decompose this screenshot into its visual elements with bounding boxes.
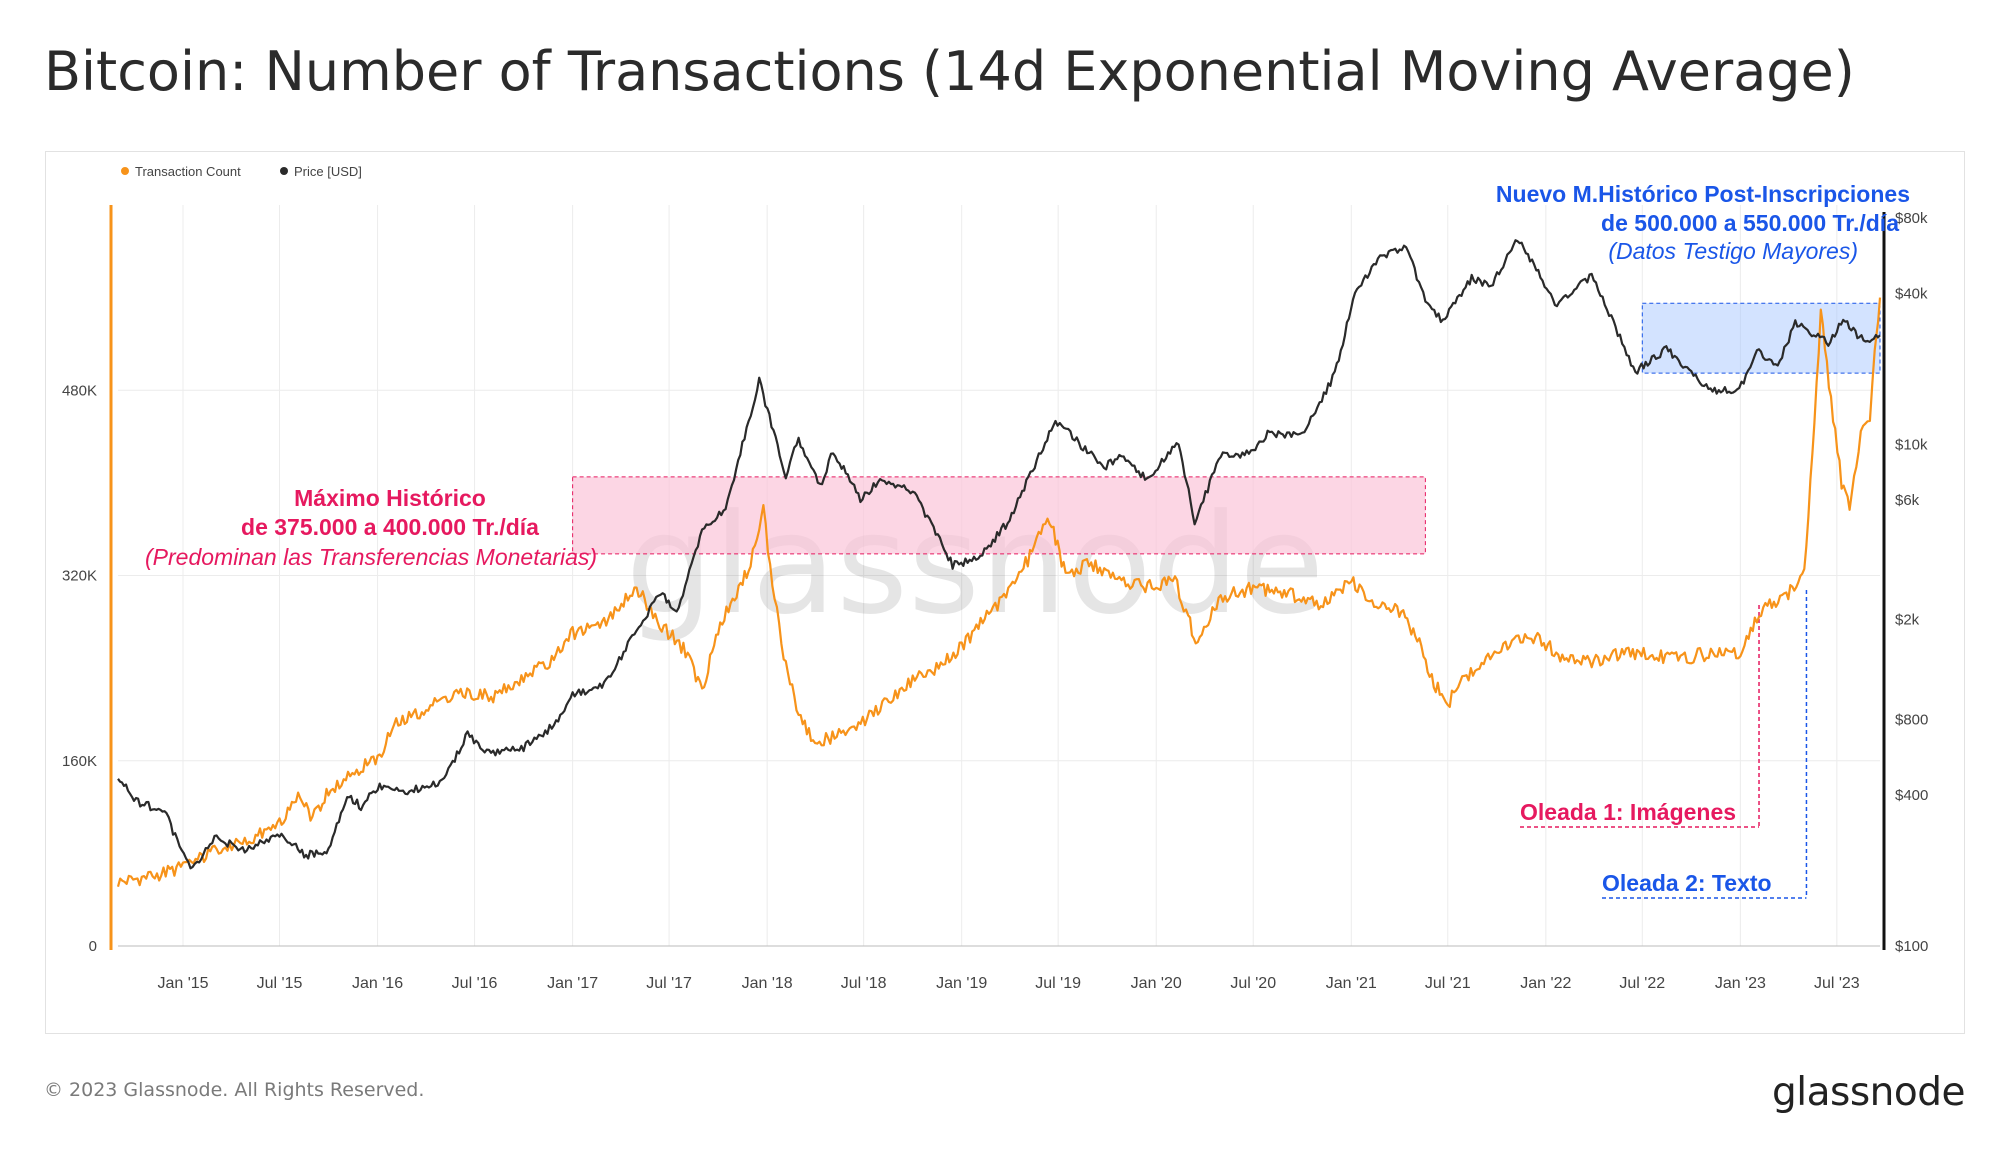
x-tick-label: Jan '22 (1520, 975, 1571, 992)
left-tick-label: 160K (62, 753, 97, 770)
x-tick-label: Jul '15 (257, 975, 303, 992)
x-tick-label: Jan '19 (936, 975, 987, 992)
right-tick-label: $400 (1895, 787, 1928, 804)
right-tick-label: $6k (1895, 492, 1920, 509)
x-tick-label: Jul '21 (1425, 975, 1471, 992)
right-tick-label: $80k (1895, 210, 1928, 227)
x-tick-label: Jul '17 (646, 975, 692, 992)
series-line-price (117, 239, 1881, 870)
right-tick-label: $40k (1895, 285, 1928, 302)
legend: Transaction Count Price [USD] (121, 164, 362, 179)
wave1-label: Oleada 1: Imágenes (1520, 799, 1737, 825)
ath-new-title: Nuevo M.Histórico Post-Inscripciones (1495, 181, 1910, 207)
ath-old-band (572, 476, 1426, 555)
right-tick-label: $800 (1895, 711, 1928, 728)
x-tick-label: Jul '22 (1619, 975, 1665, 992)
copyright-footer: © 2023 Glassnode. All Rights Reserved. (44, 1079, 425, 1101)
x-tick-label: Jul '23 (1814, 975, 1860, 992)
right-tick-label: $100 (1895, 938, 1928, 955)
legend-swatch-price (280, 167, 288, 175)
x-tick-label: Jan '20 (1131, 975, 1182, 992)
left-tick-label: 480K (62, 382, 97, 399)
x-tick-label: Jan '17 (547, 975, 598, 992)
ath-new-band (1641, 302, 1881, 374)
ath-new-range: de 500.000 a 550.000 Tr./día (1601, 210, 1899, 236)
legend-label-price[interactable]: Price [USD] (294, 164, 362, 179)
right-tick-label: $10k (1895, 436, 1928, 453)
wave2-label: Oleada 2: Texto (1602, 870, 1772, 896)
x-tick-label: Jan '15 (157, 975, 208, 992)
page-title: Bitcoin: Number of Transactions (14d Exp… (44, 40, 1855, 103)
legend-label-transactions[interactable]: Transaction Count (135, 164, 241, 179)
x-tick-label: Jul '20 (1230, 975, 1276, 992)
glassnode-logo[interactable]: glassnode (1772, 1070, 1965, 1115)
ath-old-title: Máximo Histórico (294, 485, 486, 511)
ath-old-range: de 375.000 a 400.000 Tr./día (241, 514, 539, 540)
axes: Jan '15 Jul '15 Jan '16 Jul '16 Jan '17 Jul '… (62, 205, 1928, 992)
left-tick-label: 0 (89, 938, 97, 955)
ath-new-note: (Datos Testigo Mayores) (1608, 238, 1858, 264)
ath-old-note: (Predominan las Transferencias Monetaria… (145, 544, 598, 570)
annotation-bands (572, 302, 1881, 899)
x-tick-label: Jul '16 (452, 975, 498, 992)
x-tick-label: Jul '19 (1035, 975, 1081, 992)
left-tick-label: 320K (62, 568, 97, 585)
series-line-transactions (116, 297, 1882, 887)
right-tick-label: $2k (1895, 612, 1920, 629)
series-lines (116, 239, 1882, 887)
x-tick-label: Jan '16 (352, 975, 403, 992)
x-tick-label: Jan '23 (1715, 975, 1766, 992)
x-tick-label: Jul '18 (841, 975, 887, 992)
chart-frame (45, 151, 1965, 1034)
x-tick-label: Jan '18 (742, 975, 793, 992)
legend-swatch-transactions (121, 167, 129, 175)
x-tick-label: Jan '21 (1326, 975, 1377, 992)
